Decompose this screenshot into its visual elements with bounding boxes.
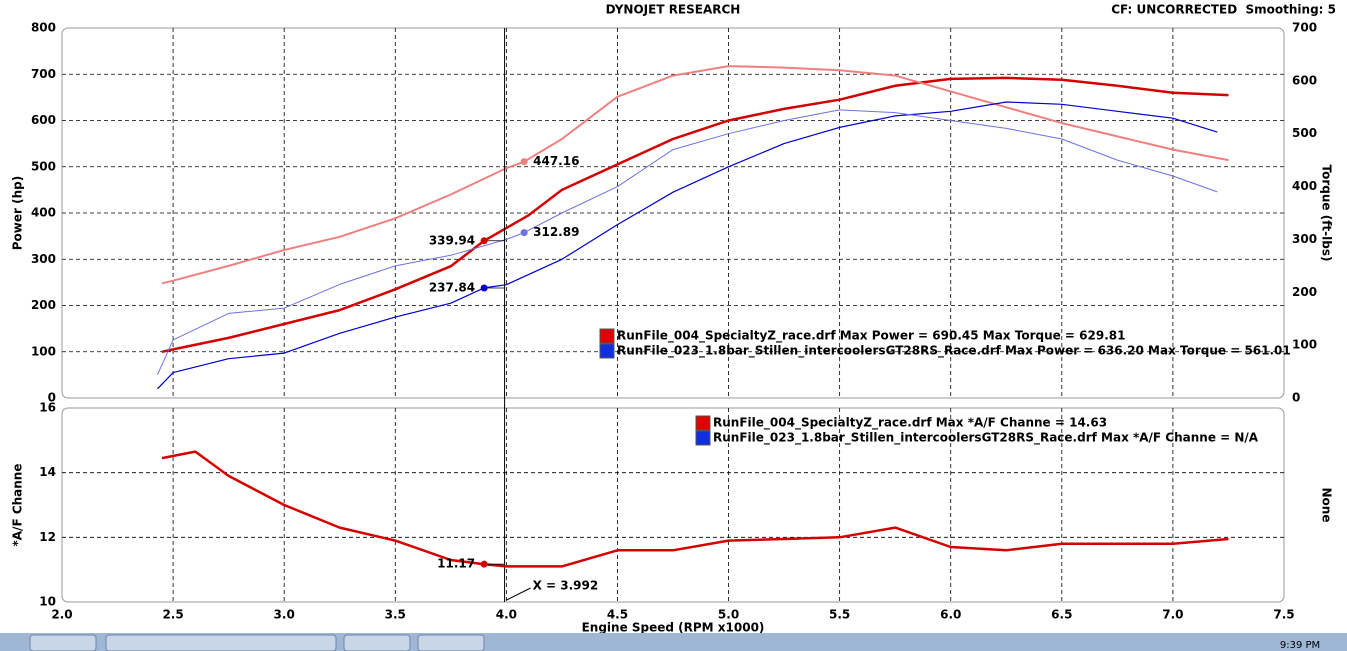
- x-tick-label: 4.0: [496, 608, 517, 622]
- marker-label: 447.16: [533, 154, 579, 168]
- marker: [480, 284, 488, 292]
- y-tick-label: 10: [39, 595, 56, 609]
- y-axis-title: Power (hp): [11, 176, 25, 250]
- y2-tick-label: 100: [1292, 338, 1317, 352]
- y-tick-label: 100: [31, 344, 56, 358]
- x-axis-title: Engine Speed (RPM x1000): [582, 621, 765, 635]
- bottom-plot-frame: [61, 407, 1285, 603]
- x-tick-label: 5.0: [718, 608, 739, 622]
- y-tick-label: 700: [31, 67, 56, 81]
- y2-tick-label: 300: [1292, 232, 1317, 246]
- marker: [480, 560, 488, 568]
- clock: 9:39 PM: [1280, 640, 1320, 651]
- legend-swatch: [695, 415, 711, 431]
- x-tick-label: 6.5: [1051, 608, 1072, 622]
- x-tick-label: 7.5: [1273, 608, 1294, 622]
- y-tick-label: 400: [31, 206, 56, 220]
- y2-tick-label: 400: [1292, 179, 1317, 193]
- y-tick-label: 16: [39, 401, 56, 415]
- cursor-label: X = 3.992: [533, 579, 599, 593]
- series-line: [161, 76, 1229, 354]
- y2-tick-label: 0: [1292, 391, 1300, 405]
- x-tick-label: 3.5: [385, 608, 406, 622]
- series-line: [161, 450, 1229, 568]
- x-tick-label: 2.0: [51, 608, 72, 622]
- y-tick-label: 200: [31, 298, 56, 312]
- header-title: DYNOJET RESEARCH: [606, 3, 741, 17]
- series-line: [157, 101, 1218, 390]
- y-tick-label: 300: [31, 252, 56, 266]
- y2-tick-label: 700: [1292, 21, 1317, 35]
- legend-entry: RunFile_023_1.8bar_Stillen_intercoolersG…: [713, 431, 1259, 446]
- y2-axis-title: None: [1320, 488, 1334, 523]
- series-line: [157, 109, 1218, 375]
- cursor-leader: [506, 587, 531, 601]
- y-tick-label: 800: [31, 21, 56, 35]
- x-tick-label: 5.5: [829, 608, 850, 622]
- marker-label: 11.17: [437, 557, 475, 571]
- y2-tick-label: 600: [1292, 73, 1317, 87]
- marker-label: 339.94: [429, 233, 475, 247]
- legend-entry: RunFile_004_SpecialtyZ_race.drf Max *A/F…: [713, 416, 1107, 431]
- legend-swatch: [599, 343, 615, 359]
- legend-swatch: [695, 430, 711, 446]
- taskbar: 9:39 PM: [0, 633, 1347, 651]
- marker: [520, 229, 528, 237]
- x-tick-label: 3.0: [274, 608, 295, 622]
- marker-label: 237.84: [429, 280, 475, 294]
- y2-axis-title: Torque (ft-lbs): [1320, 165, 1334, 262]
- x-tick-label: 2.5: [162, 608, 183, 622]
- y2-tick-label: 500: [1292, 126, 1317, 140]
- series-line: [161, 65, 1229, 285]
- y-tick-label: 500: [31, 159, 56, 173]
- marker: [480, 237, 488, 245]
- taskbar-bg: [0, 633, 1347, 651]
- x-tick-label: 7.0: [1162, 608, 1183, 622]
- task-button[interactable]: [105, 634, 337, 651]
- y-tick-label: 14: [39, 465, 56, 479]
- legend-swatch: [599, 328, 615, 344]
- legend-entry: RunFile_023_1.8bar_Stillen_intercoolersG…: [617, 344, 1291, 359]
- marker-label: 312.89: [533, 225, 579, 239]
- y-tick-label: 12: [39, 530, 56, 544]
- y-tick-label: 0: [48, 391, 56, 405]
- y-axis-title: *A/F Channe: [11, 464, 25, 547]
- x-tick-label: 6.0: [940, 608, 961, 622]
- legend-entry: RunFile_004_SpecialtyZ_race.drf Max Powe…: [617, 329, 1125, 344]
- task-button[interactable]: [417, 634, 485, 651]
- task-button[interactable]: [29, 634, 97, 651]
- header-settings: CF: UNCORRECTED Smoothing: 5: [1111, 3, 1336, 17]
- y2-tick-label: 200: [1292, 285, 1317, 299]
- x-tick-label: 4.5: [607, 608, 628, 622]
- y-tick-label: 600: [31, 113, 56, 127]
- task-button[interactable]: [343, 634, 411, 651]
- marker: [520, 158, 528, 166]
